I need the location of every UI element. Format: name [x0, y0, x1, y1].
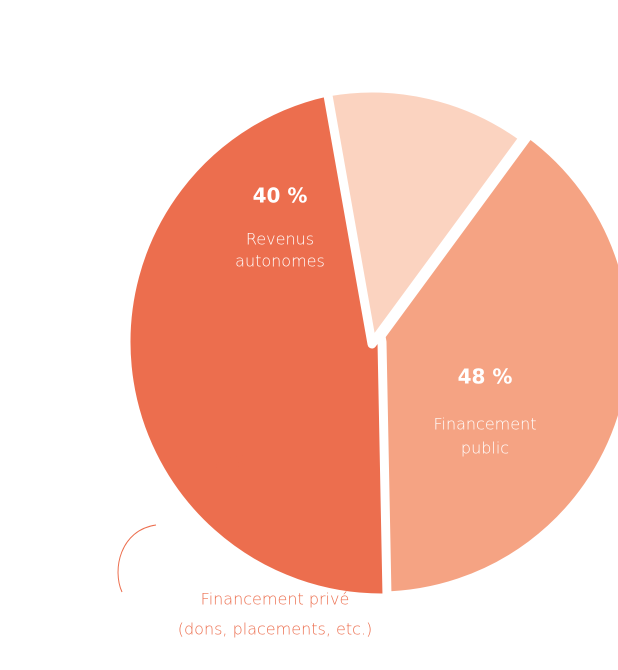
category-label: (dons, placements, etc.)	[178, 620, 372, 639]
category-label: Financement	[433, 415, 536, 434]
pie-slice	[373, 129, 618, 601]
category-label: public	[461, 439, 509, 458]
pie-slice	[121, 85, 392, 603]
category-label: Revenus	[246, 230, 314, 249]
pie-slice	[322, 83, 529, 349]
leader-line	[117, 524, 157, 593]
value-label: 48 %	[458, 365, 513, 389]
category-label: Financement privé	[201, 590, 350, 609]
value-label: 13 %	[195, 452, 250, 476]
category-label: autonomes	[235, 252, 325, 271]
value-label: 40 %	[253, 184, 308, 208]
